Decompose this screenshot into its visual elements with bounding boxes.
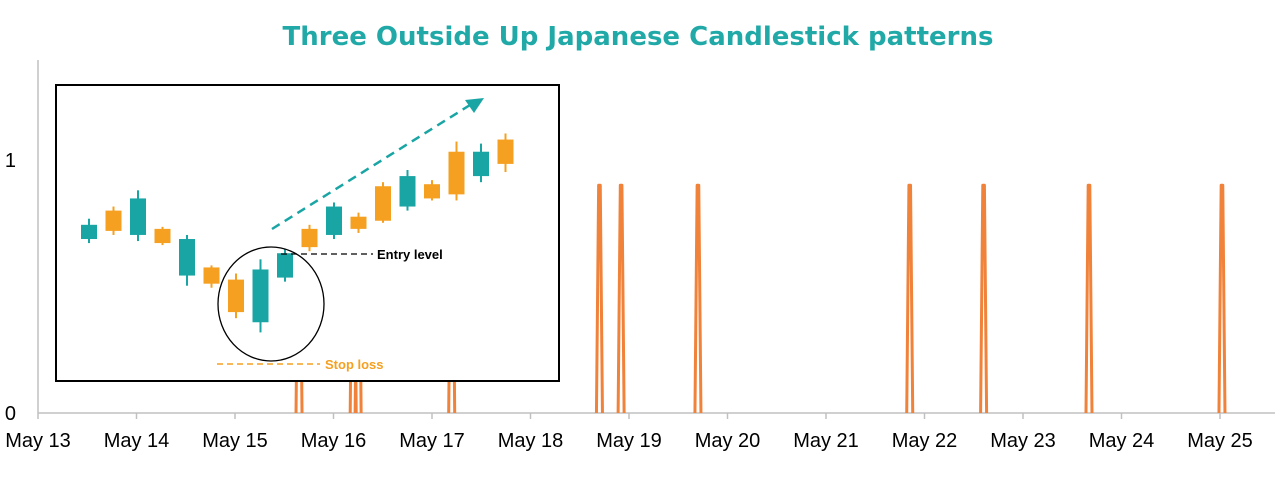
trend-arrow-head bbox=[465, 98, 484, 113]
y-tick-label: 0 bbox=[5, 403, 16, 425]
x-tick-label: May 22 bbox=[892, 430, 958, 452]
candle-body bbox=[81, 224, 97, 240]
pattern-highlight-circle bbox=[217, 246, 325, 362]
candle-body bbox=[424, 184, 440, 199]
candle-body bbox=[375, 186, 391, 221]
candle-body bbox=[154, 228, 171, 244]
trend-arrow-line bbox=[271, 103, 471, 231]
y-tick-label: 1 bbox=[5, 150, 16, 172]
x-tick-label: May 16 bbox=[301, 430, 367, 452]
x-tick-label: May 21 bbox=[793, 430, 859, 452]
series-spike bbox=[616, 183, 626, 414]
series-spike bbox=[905, 183, 915, 414]
series-spike bbox=[594, 183, 604, 414]
inset-candlestick-illustration: Entry level Stop loss bbox=[55, 84, 560, 382]
series-spike bbox=[1084, 183, 1094, 414]
x-tick-label: May 24 bbox=[1089, 430, 1155, 452]
x-tick-label: May 15 bbox=[202, 430, 268, 452]
series-spike bbox=[693, 183, 703, 414]
x-tick-label: May 13 bbox=[5, 430, 71, 452]
candle-body bbox=[399, 176, 416, 207]
x-tick-label: May 20 bbox=[695, 430, 761, 452]
candle-body bbox=[203, 267, 220, 284]
candle-body bbox=[130, 198, 146, 235]
x-tick-label: May 19 bbox=[596, 430, 662, 452]
x-tick-label: May 14 bbox=[104, 430, 170, 452]
candle-body bbox=[473, 151, 489, 177]
series-spike bbox=[979, 183, 989, 414]
candle-body bbox=[105, 210, 122, 231]
x-tick-label: May 18 bbox=[498, 430, 564, 452]
candle-body bbox=[350, 216, 367, 229]
candle-body bbox=[301, 228, 318, 248]
candle-body bbox=[179, 239, 195, 276]
x-tick-label: May 23 bbox=[990, 430, 1056, 452]
series-spike bbox=[1217, 183, 1227, 414]
candle-body bbox=[252, 269, 269, 323]
stop-loss-label: Stop loss bbox=[325, 357, 384, 372]
chart-title: Three Outside Up Japanese Candlestick pa… bbox=[283, 22, 994, 52]
axes: 0 1 May 13 May 14 May 15 May 16 May 17 May 18 Ma… bbox=[5, 60, 1275, 452]
candle-body bbox=[497, 139, 514, 164]
entry-level-label: Entry level bbox=[377, 247, 443, 262]
candle-body bbox=[228, 279, 244, 313]
candle-body bbox=[326, 206, 342, 235]
x-tick-label: May 17 bbox=[399, 430, 465, 452]
candle-body bbox=[448, 151, 465, 195]
x-tick-label: May 25 bbox=[1187, 430, 1253, 452]
candle-body bbox=[277, 253, 293, 278]
